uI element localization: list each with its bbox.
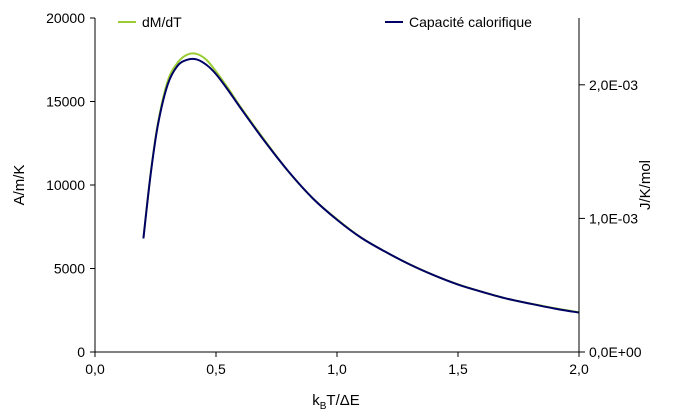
axes bbox=[90, 17, 585, 357]
plot-area bbox=[142, 52, 580, 314]
series-line-heat-capacity bbox=[142, 57, 580, 314]
x-tick-label: 1,5 bbox=[448, 361, 468, 377]
y-left-tick-label: 0 bbox=[77, 344, 85, 360]
x-axis-title: kBT/ΔE bbox=[312, 392, 360, 412]
x-tick-label: 0,5 bbox=[206, 361, 226, 377]
x-axis-title-subscript: B bbox=[320, 401, 327, 412]
series-line-dmdt bbox=[142, 52, 580, 314]
y-left-tick-label: 20000 bbox=[46, 10, 85, 26]
y-left-tick-label: 15000 bbox=[46, 94, 85, 110]
x-tick-label: 2,0 bbox=[569, 361, 589, 377]
y-axis-right-title: J/K/mol bbox=[637, 160, 654, 210]
y-left-tick-label: 10000 bbox=[46, 177, 85, 193]
x-tick-label: 1,0 bbox=[327, 361, 347, 377]
legend-label-heat-capacity: Capacité calorifique bbox=[409, 14, 532, 30]
y-axis-left-title: A/m/K bbox=[11, 165, 28, 206]
y-left-tick-label: 5000 bbox=[54, 261, 85, 277]
y-right-tick-label: 2,0E-03 bbox=[589, 77, 638, 93]
tick-labels: 0,0 0,5 1,0 1,5 2,0 0 5000 10000 15000 20000 0,0E+… bbox=[46, 10, 642, 377]
y-right-tick-label: 0,0E+00 bbox=[589, 344, 642, 360]
x-tick-label: 0,0 bbox=[85, 361, 105, 377]
y-right-tick-label: 1,0E-03 bbox=[589, 210, 638, 226]
x-axis-title-rest: T/ΔE bbox=[326, 392, 359, 409]
legend: dM/dT Capacité calorifique bbox=[118, 14, 532, 30]
legend-label-dmdt: dM/dT bbox=[142, 14, 182, 30]
x-axis-title-base: k bbox=[312, 392, 320, 409]
